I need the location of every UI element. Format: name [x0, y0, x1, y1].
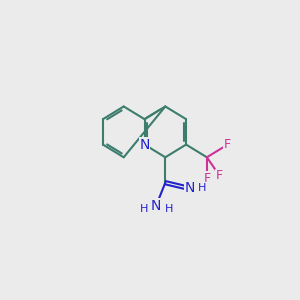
Text: F: F — [203, 172, 210, 184]
Text: F: F — [216, 169, 223, 182]
Text: H: H — [140, 204, 148, 214]
Text: F: F — [224, 138, 231, 151]
Text: N: N — [151, 199, 161, 213]
Text: N: N — [139, 138, 150, 152]
Text: H: H — [198, 184, 207, 194]
Text: N: N — [184, 182, 195, 196]
Text: H: H — [165, 204, 173, 214]
